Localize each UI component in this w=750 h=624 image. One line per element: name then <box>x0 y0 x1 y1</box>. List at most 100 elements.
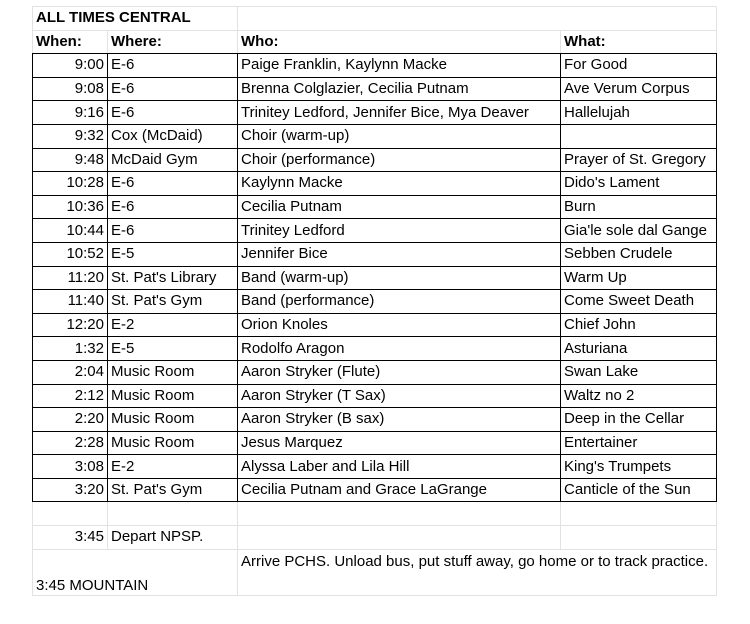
cell-when[interactable]: 2:28 <box>32 430 108 456</box>
cell-who[interactable]: Cecilia Putnam and Grace LaGrange <box>237 477 561 503</box>
table-row: 2:12 Music Room Aaron Stryker (T Sax) Waltz… <box>32 383 717 409</box>
cell-where[interactable]: Music Room <box>107 407 238 432</box>
cell-who[interactable]: Trinitey Ledford, Jennifer Bice, Mya Dea… <box>237 100 561 125</box>
cell-what[interactable]: Come Sweet Death <box>560 289 717 314</box>
cell[interactable] <box>560 501 717 527</box>
cell-who[interactable]: Choir (warm-up) <box>237 123 561 149</box>
cell-when[interactable]: 9:16 <box>32 100 108 125</box>
cell-what[interactable]: Hallelujah <box>560 100 717 125</box>
cell-what[interactable]: Prayer of St. Gregory <box>560 147 717 173</box>
cell-where[interactable]: Cox (McDaid) <box>107 123 238 149</box>
arrive-text[interactable]: Arrive PCHS. Unload bus, put stuff away,… <box>237 548 717 596</box>
cell-when[interactable]: 1:32 <box>32 336 108 361</box>
cell-when[interactable]: 10:52 <box>32 241 108 267</box>
table-row: 10:52 E-5 Jennifer Bice Sebben Crudele <box>32 241 717 267</box>
cell-what[interactable]: King's Trumpets <box>560 454 717 479</box>
cell-when[interactable]: 11:40 <box>32 289 108 314</box>
header-when[interactable]: When: <box>32 29 108 55</box>
cell-where[interactable]: E-2 <box>107 312 238 338</box>
depart-where[interactable]: Depart NPSP. <box>107 525 238 550</box>
arrive-time[interactable]: 3:45 MOUNTAIN <box>32 548 238 596</box>
cell-where[interactable]: E-6 <box>107 171 238 196</box>
depart-time[interactable]: 3:45 <box>32 525 108 550</box>
cell-what[interactable]: Chief John <box>560 312 717 338</box>
header-who[interactable]: Who: <box>237 29 561 55</box>
cell-what[interactable]: Deep in the Cellar <box>560 407 717 432</box>
cell-who[interactable]: Cecilia Putnam <box>237 194 561 220</box>
table-row: 10:44 E-6 Trinitey Ledford Gia'le sole dal … <box>32 218 717 243</box>
cell[interactable] <box>237 501 561 527</box>
cell-where[interactable]: E-6 <box>107 218 238 243</box>
cell-where[interactable]: E-6 <box>107 53 238 78</box>
cell-when[interactable]: 9:48 <box>32 147 108 173</box>
cell-who[interactable]: Band (performance) <box>237 289 561 314</box>
cell-who[interactable]: Band (warm-up) <box>237 265 561 291</box>
cell[interactable] <box>237 6 717 31</box>
cell-who[interactable]: Aaron Stryker (Flute) <box>237 359 561 385</box>
cell-what[interactable]: Dido's Lament <box>560 171 717 196</box>
cell-what[interactable] <box>560 123 717 149</box>
cell-where[interactable]: E-2 <box>107 454 238 479</box>
cell-where[interactable]: Music Room <box>107 430 238 456</box>
table-row: 11:20 St. Pat's Library Band (warm-up) Warm… <box>32 265 717 291</box>
cell-who[interactable]: Choir (performance) <box>237 147 561 173</box>
cell-where[interactable]: E-6 <box>107 76 238 102</box>
cell-what[interactable]: Burn <box>560 194 717 220</box>
cell-who[interactable]: Aaron Stryker (T Sax) <box>237 383 561 409</box>
cell-who[interactable]: Aaron Stryker (B sax) <box>237 407 561 432</box>
cell-when[interactable]: 3:08 <box>32 454 108 479</box>
cell-what[interactable]: Gia'le sole dal Gange <box>560 218 717 243</box>
cell-what[interactable]: Sebben Crudele <box>560 241 717 267</box>
cell-who[interactable]: Orion Knoles <box>237 312 561 338</box>
cell-who[interactable]: Trinitey Ledford <box>237 218 561 243</box>
cell-when[interactable]: 10:36 <box>32 194 108 220</box>
cell-who[interactable]: Rodolfo Aragon <box>237 336 561 361</box>
cell-where[interactable]: St. Pat's Library <box>107 265 238 291</box>
cell-when[interactable]: 9:00 <box>32 53 108 78</box>
cell-where[interactable]: St. Pat's Gym <box>107 289 238 314</box>
cell-who[interactable]: Jennifer Bice <box>237 241 561 267</box>
cell-where[interactable]: Music Room <box>107 383 238 409</box>
cell-when[interactable]: 3:20 <box>32 477 108 503</box>
cell-what[interactable]: Waltz no 2 <box>560 383 717 409</box>
cell-when[interactable]: 2:20 <box>32 407 108 432</box>
cell[interactable] <box>560 525 717 550</box>
cell-what[interactable]: Ave Verum Corpus <box>560 76 717 102</box>
header-what[interactable]: What: <box>560 29 717 55</box>
header-where[interactable]: Where: <box>107 29 238 55</box>
cell-what[interactable]: For Good <box>560 53 717 78</box>
cell-when[interactable]: 9:08 <box>32 76 108 102</box>
cell-when[interactable]: 12:20 <box>32 312 108 338</box>
cell-who[interactable]: Alyssa Laber and Lila Hill <box>237 454 561 479</box>
cell-when[interactable]: 10:44 <box>32 218 108 243</box>
cell-where[interactable]: E-6 <box>107 100 238 125</box>
cell-where[interactable]: Music Room <box>107 359 238 385</box>
cell-when[interactable]: 2:12 <box>32 383 108 409</box>
table-row: 10:28 E-6 Kaylynn Macke Dido's Lament <box>32 171 717 196</box>
cell-who[interactable]: Paige Franklin, Kaylynn Macke <box>237 53 561 78</box>
cell-when[interactable]: 10:28 <box>32 171 108 196</box>
cell-when[interactable]: 11:20 <box>32 265 108 291</box>
cell-when[interactable]: 2:04 <box>32 359 108 385</box>
cell-who[interactable]: Kaylynn Macke <box>237 171 561 196</box>
cell-where[interactable]: St. Pat's Gym <box>107 477 238 503</box>
cell[interactable] <box>32 501 108 527</box>
cell-where[interactable]: E-5 <box>107 336 238 361</box>
cell-what[interactable]: Warm Up <box>560 265 717 291</box>
sheet-title[interactable]: ALL TIMES CENTRAL <box>32 6 238 31</box>
cell-where[interactable]: McDaid Gym <box>107 147 238 173</box>
cell[interactable] <box>237 525 561 550</box>
depart-row: 3:45 Depart NPSP. <box>32 525 717 550</box>
cell-who[interactable]: Jesus Marquez <box>237 430 561 456</box>
cell-when[interactable]: 9:32 <box>32 123 108 149</box>
cell-where[interactable]: E-5 <box>107 241 238 267</box>
cell-what[interactable]: Swan Lake <box>560 359 717 385</box>
table-row: 9:16 E-6 Trinitey Ledford, Jennifer Bice, … <box>32 100 717 125</box>
cell[interactable] <box>107 501 238 527</box>
cell-what[interactable]: Canticle of the Sun <box>560 477 717 503</box>
cell-where[interactable]: E-6 <box>107 194 238 220</box>
cell-what[interactable]: Asturiana <box>560 336 717 361</box>
cell-who[interactable]: Brenna Colglazier, Cecilia Putnam <box>237 76 561 102</box>
cell-what[interactable]: Entertainer <box>560 430 717 456</box>
title-row: ALL TIMES CENTRAL <box>32 6 717 31</box>
